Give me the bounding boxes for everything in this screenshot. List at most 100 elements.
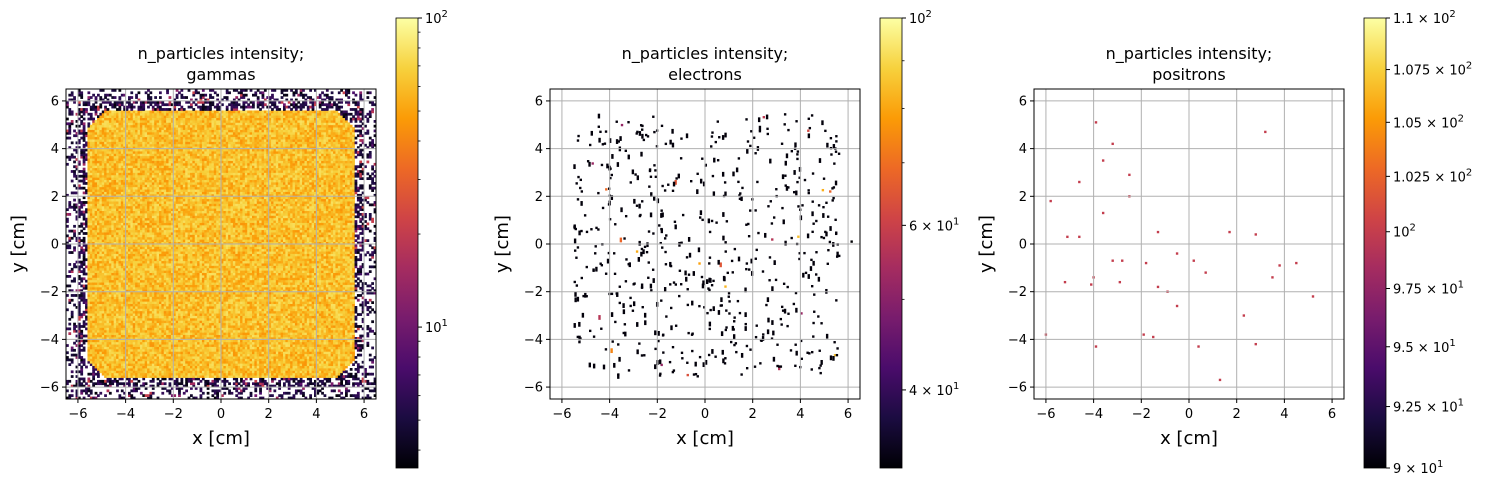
heatmap-cell [137, 258, 141, 262]
heatmap-cell [132, 382, 136, 386]
heatmap-cell [92, 210, 96, 214]
heatmap-cell [163, 213, 167, 216]
heatmap-cell [137, 158, 141, 161]
heatmap-cell [108, 146, 112, 150]
heatmap-cell [159, 174, 162, 178]
heatmap-cell [130, 115, 134, 119]
heatmap-cell [125, 131, 129, 135]
heatmap-cell [173, 148, 177, 152]
heatmap-cell [123, 215, 127, 219]
heatmap-cell [159, 124, 162, 128]
heatmap-cell [97, 124, 100, 128]
heatmap-cell [147, 222, 150, 226]
heatmap-cell [77, 232, 81, 235]
heatmap-cell [139, 146, 143, 150]
heatmap-cell [82, 251, 86, 254]
heatmap-cell [85, 387, 88, 390]
heatmap-cell [92, 368, 96, 371]
heatmap-cell [163, 239, 167, 243]
heatmap-cell [137, 291, 141, 295]
heatmap-cell [116, 255, 119, 259]
heatmap-cell [130, 291, 134, 295]
heatmap-cell [142, 394, 146, 398]
heatmap-cell [159, 139, 162, 142]
heatmap-cell [97, 244, 100, 247]
heatmap-cell [94, 282, 98, 285]
heatmap-cell [149, 306, 153, 309]
heatmap-cell [97, 160, 100, 164]
heatmap-cell [92, 339, 96, 343]
heatmap-cell [142, 143, 146, 147]
heatmap-cell [116, 315, 119, 319]
heatmap-cell [166, 127, 169, 130]
heatmap-cell [163, 353, 167, 357]
heatmap-cell [77, 356, 81, 359]
heatmap-cell [125, 222, 129, 226]
heatmap-cell [149, 184, 153, 188]
heatmap-cell [132, 315, 136, 319]
heatmap-cell [161, 286, 165, 290]
heatmap-cell [104, 227, 107, 231]
heatmap-cell [147, 170, 150, 173]
heatmap-cell [108, 253, 112, 257]
heatmap-cell [168, 222, 172, 226]
heatmap-cell [139, 100, 143, 104]
heatmap-cell [94, 177, 98, 181]
heatmap-cell [135, 174, 138, 178]
heatmap-cell [163, 205, 167, 209]
heatmap-cell [130, 346, 134, 350]
heatmap-cell [166, 246, 169, 250]
heatmap-cell [170, 315, 174, 319]
heatmap-cell [151, 234, 155, 238]
heatmap-cell [163, 270, 167, 274]
heatmap-cell [87, 248, 91, 252]
heatmap-cell [97, 332, 100, 336]
heatmap-cell [82, 291, 86, 295]
heatmap-cell [147, 182, 150, 185]
heatmap-cell [80, 279, 84, 283]
heatmap-cell [104, 198, 107, 202]
heatmap-cell [113, 131, 117, 135]
heatmap-cell [128, 217, 131, 221]
heatmap-cell [106, 151, 110, 154]
heatmap-cell [151, 143, 155, 147]
heatmap-cell [113, 146, 117, 150]
heatmap-cell [168, 108, 172, 111]
heatmap-cell [99, 253, 103, 257]
heatmap-cell [82, 325, 86, 328]
heatmap-cell [142, 120, 146, 123]
heatmap-cell [159, 122, 162, 126]
heatmap-cell [120, 205, 124, 209]
heatmap-cell [111, 248, 115, 252]
heatmap-cell [68, 124, 72, 128]
heatmap-cell [77, 317, 81, 321]
heatmap-cell [99, 201, 103, 204]
heatmap-cell [66, 136, 69, 140]
heatmap-cell [147, 353, 150, 357]
heatmap-cell [175, 265, 179, 269]
heatmap-cell [149, 337, 153, 340]
heatmap-cell [147, 325, 150, 328]
heatmap-cell [123, 363, 127, 367]
heatmap-cell [108, 213, 112, 216]
heatmap-cell [135, 289, 138, 293]
heatmap-cell [170, 205, 174, 209]
heatmap-cell [87, 387, 91, 390]
heatmap-cell [156, 339, 160, 343]
heatmap-cell [123, 248, 127, 252]
heatmap-cell [175, 332, 179, 336]
heatmap-cell [170, 124, 174, 128]
heatmap-cell [149, 303, 153, 307]
heatmap-cell [175, 136, 179, 140]
heatmap-cell [116, 291, 119, 295]
heatmap-cell [106, 155, 110, 159]
heatmap-cell [99, 325, 103, 328]
heatmap-cell [111, 217, 115, 221]
heatmap-cell [154, 244, 158, 247]
heatmap-cell [128, 112, 131, 116]
heatmap-cell [101, 131, 105, 135]
heatmap-cell [75, 177, 79, 181]
heatmap-cell [104, 105, 107, 109]
heatmap-cell [128, 193, 131, 197]
heatmap-cell [101, 344, 105, 347]
